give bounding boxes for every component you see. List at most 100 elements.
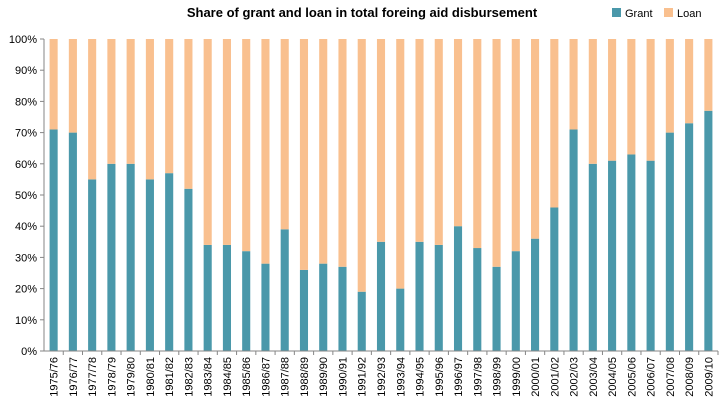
x-tick-label: 2005/06 — [626, 357, 638, 397]
x-tick-label: 1980/81 — [145, 357, 157, 397]
y-tick-label: 60% — [15, 159, 37, 171]
x-tick-label: 1979/80 — [126, 357, 138, 397]
bar-grant-2000/01 — [531, 238, 540, 351]
x-tick-label: 1991/92 — [357, 357, 369, 397]
bar-grant-1982/83 — [184, 188, 193, 351]
bar-loan-2000/01 — [531, 39, 540, 239]
bar-loan-1991/92 — [357, 39, 366, 292]
bar-loan-1988/89 — [299, 39, 309, 270]
bars — [49, 39, 713, 352]
x-tick-label: 1997/98 — [472, 357, 484, 397]
y-axis: 0% 10% 20% 30% 40% 50% 60% 70% 80% 90% 100% — [9, 34, 45, 358]
bar-grant-2008/09 — [685, 123, 694, 352]
bar-loan-2008/09 — [685, 39, 694, 124]
bar-grant-1983/84 — [203, 244, 212, 351]
bar-loan-1990/91 — [338, 39, 347, 267]
y-tick-label: 90% — [15, 65, 37, 77]
bar-grant-1984/85 — [222, 244, 231, 351]
bar-loan-1984/85 — [222, 39, 231, 245]
legend-label-grant: Grant — [625, 8, 653, 20]
x-tick-label: 2001/02 — [549, 357, 561, 397]
y-tick-label: 40% — [15, 221, 37, 233]
x-tick-label: 1994/95 — [415, 357, 427, 397]
x-tick-label: 1984/85 — [222, 357, 234, 397]
bar-loan-2004/05 — [608, 39, 617, 161]
x-tick-label: 1982/83 — [183, 357, 195, 397]
bar-loan-2006/07 — [646, 39, 655, 161]
bar-loan-1992/93 — [376, 39, 386, 242]
x-tick-label: 1986/87 — [260, 357, 272, 397]
bar-grant-1999/00 — [511, 251, 520, 351]
bar-grant-2004/05 — [608, 160, 617, 351]
bar-loan-1975/76 — [49, 39, 58, 130]
y-tick-label: 50% — [15, 190, 37, 202]
bar-loan-1978/79 — [107, 39, 116, 164]
bar-loan-1985/86 — [242, 39, 251, 252]
legend-swatch-loan — [664, 8, 673, 17]
bar-grant-1981/82 — [165, 173, 174, 351]
legend: Grant Loan — [612, 8, 701, 20]
bar-loan-1995/96 — [434, 39, 443, 245]
legend-label-loan: Loan — [677, 8, 701, 20]
bar-grant-1990/91 — [338, 266, 347, 351]
bar-grant-1998/99 — [492, 266, 501, 351]
bar-grant-1985/86 — [242, 251, 251, 351]
bar-loan-1999/00 — [511, 39, 520, 252]
bar-loan-1976/77 — [68, 39, 77, 133]
bar-loan-1987/88 — [280, 39, 289, 230]
x-tick-label: 1996/97 — [453, 357, 465, 397]
bar-grant-1995/96 — [434, 244, 443, 351]
bar-grant-2007/08 — [665, 132, 674, 351]
bar-loan-2007/08 — [665, 39, 674, 133]
bar-loan-1994/95 — [415, 39, 424, 242]
x-tick-label: 2009/10 — [703, 357, 715, 397]
x-axis: 1975/76 1976/77 1977/78 1978/79 1979/80 1980/… — [44, 350, 719, 397]
bar-loan-1989/90 — [319, 39, 328, 264]
bar-loan-1977/78 — [88, 39, 97, 180]
bar-grant-2002/03 — [569, 129, 578, 351]
bar-loan-2002/03 — [569, 39, 578, 130]
bar-loan-1980/81 — [145, 39, 154, 180]
bar-grant-2009/10 — [704, 110, 713, 351]
bar-grant-1988/89 — [299, 269, 309, 351]
bar-grant-1997/98 — [473, 248, 482, 351]
x-tick-label: 1975/76 — [49, 357, 61, 397]
x-tick-label: 1981/82 — [164, 357, 176, 397]
bar-grant-1992/93 — [376, 241, 386, 351]
bar-loan-2009/10 — [704, 39, 713, 111]
x-tick-label: 2006/07 — [646, 357, 658, 397]
bar-grant-1989/90 — [319, 263, 328, 351]
y-tick-label: 70% — [15, 128, 37, 140]
legend-swatch-grant — [612, 8, 621, 17]
bar-grant-1987/88 — [280, 229, 289, 351]
x-tick-label: 1976/77 — [68, 357, 80, 397]
y-tick-label: 30% — [15, 252, 37, 264]
bar-loan-1979/80 — [126, 39, 135, 164]
x-tick-label: 1993/94 — [395, 357, 407, 397]
bar-loan-2005/06 — [627, 39, 636, 155]
x-tick-label: 2008/09 — [684, 357, 696, 397]
bar-loan-1982/83 — [184, 39, 193, 189]
bar-loan-1981/82 — [165, 39, 174, 174]
x-tick-label: 1983/84 — [203, 357, 215, 397]
bar-grant-1979/80 — [126, 163, 135, 351]
bar-grant-1986/87 — [261, 263, 270, 351]
y-tick-label: 100% — [9, 34, 37, 46]
bar-loan-1998/99 — [492, 39, 501, 267]
bar-grant-1980/81 — [145, 179, 154, 351]
x-tick-label: 2004/05 — [607, 357, 619, 397]
y-tick-label: 0% — [21, 346, 37, 358]
bar-grant-1978/79 — [107, 163, 116, 351]
x-tick-label: 1995/96 — [434, 357, 446, 397]
x-tick-label: 2000/01 — [530, 357, 542, 397]
bar-grant-1993/94 — [396, 288, 405, 351]
x-tick-label: 1999/00 — [511, 357, 523, 397]
x-tick-label: 1978/79 — [106, 357, 118, 397]
bar-grant-1977/78 — [88, 179, 97, 351]
x-tick-label: 1990/91 — [337, 357, 349, 397]
x-tick-label: 1992/93 — [376, 357, 388, 397]
x-tick-label: 2003/04 — [588, 357, 600, 397]
bar-grant-2003/04 — [588, 163, 597, 351]
x-tick-label: 1998/99 — [492, 357, 504, 397]
